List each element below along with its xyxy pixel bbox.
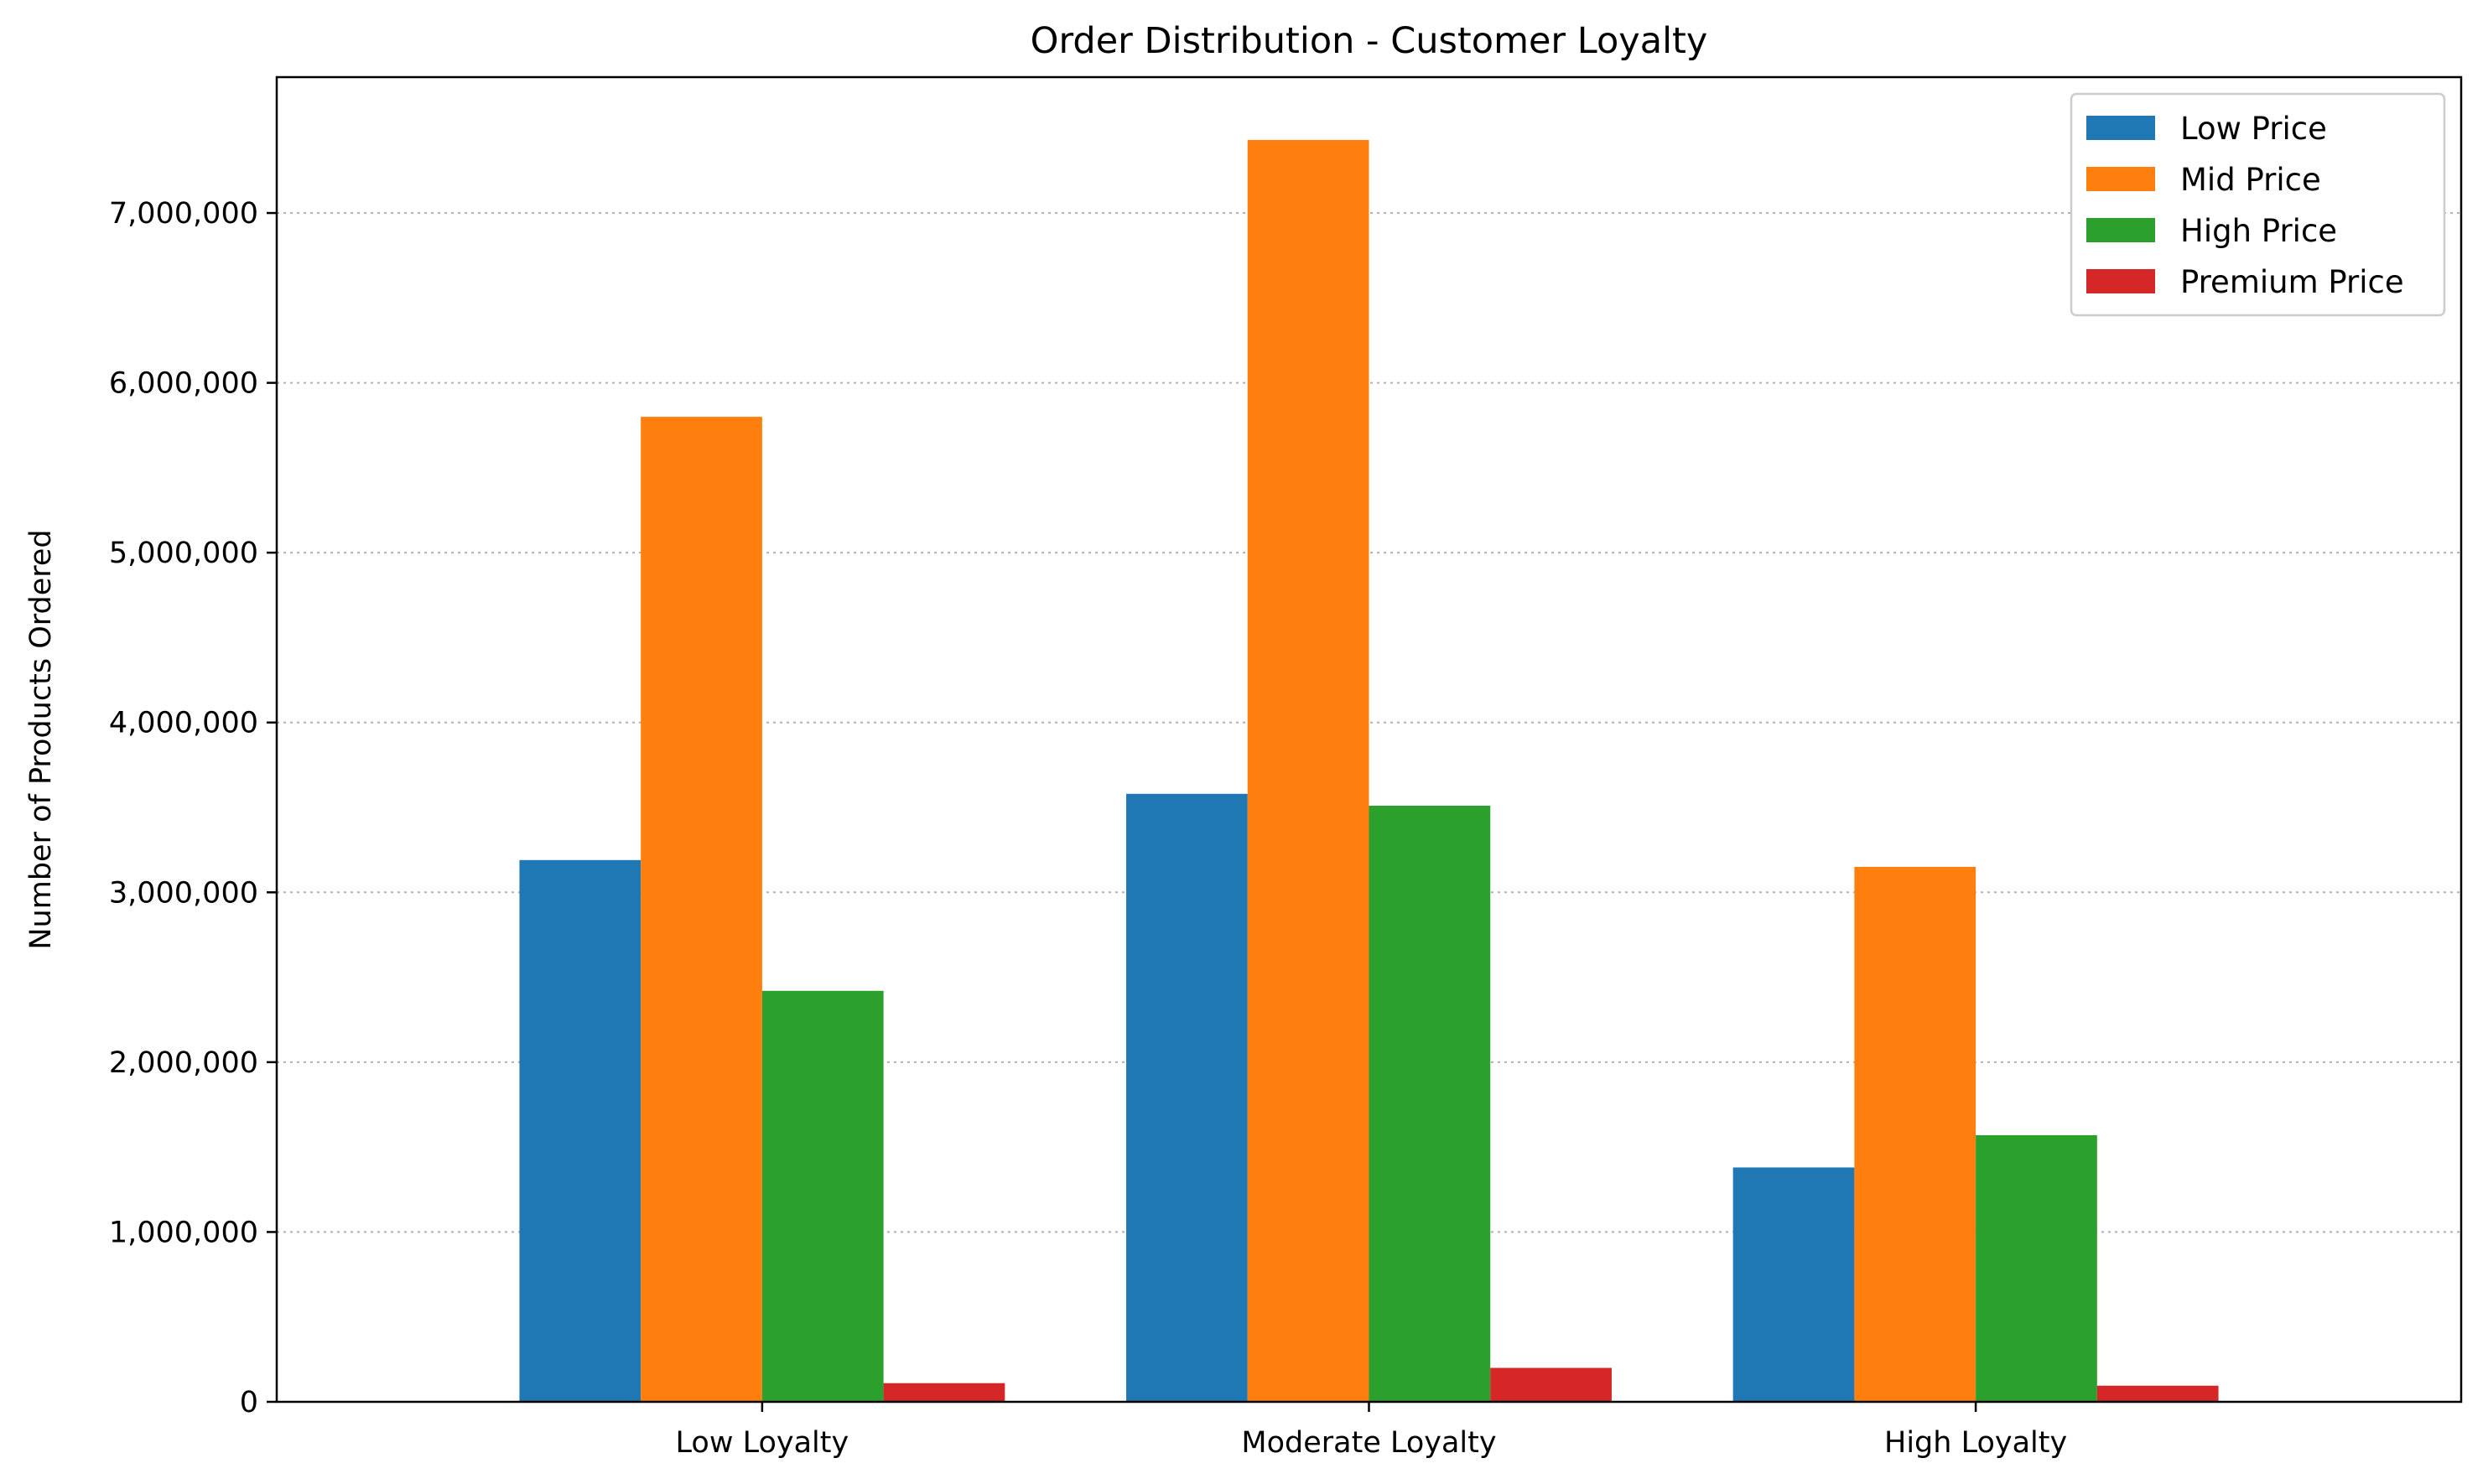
- bar-mid-price-moderate-loyalty: [1247, 139, 1369, 1402]
- bar-mid-price-high-loyalty: [1854, 866, 1976, 1402]
- bar-low-price-high-loyalty: [1732, 1167, 1855, 1402]
- bar-low-price-moderate-loyalty: [1126, 793, 1248, 1402]
- bar-high-price-moderate-loyalty: [1369, 806, 1491, 1402]
- y-axis-ticks: 0 1,000,000 2,000,000 3,000,000 4,000,000 5,0…: [109, 197, 277, 1419]
- y-tick-label: 7,000,000: [109, 197, 258, 231]
- bars: [519, 139, 2219, 1403]
- y-tick-label: 0: [240, 1386, 258, 1419]
- bar-low-price-low-loyalty: [519, 859, 641, 1402]
- y-tick-label: 1,000,000: [109, 1216, 258, 1249]
- y-tick-label: 4,000,000: [109, 707, 258, 740]
- legend-swatch: [2086, 167, 2155, 191]
- legend: Low Price Mid Price High Price Premium Pric…: [2070, 92, 2446, 317]
- y-tick-label: 3,000,000: [109, 876, 258, 910]
- bar-premium-price-moderate-loyalty: [1490, 1367, 1612, 1402]
- x-tick-label: Low Loyalty: [676, 1426, 849, 1460]
- bar-high-price-high-loyalty: [1976, 1134, 2097, 1402]
- x-tick-label: Moderate Loyalty: [1241, 1426, 1496, 1460]
- x-axis-ticks: Low Loyalty Moderate Loyalty High Loyalty: [676, 1402, 2067, 1460]
- bar-high-price-low-loyalty: [761, 990, 884, 1402]
- chart-title: Order Distribution - Customer Loyalty: [1031, 20, 1708, 62]
- y-tick-label: 6,000,000: [109, 367, 258, 401]
- legend-label: Premium Price: [2180, 264, 2404, 300]
- y-tick-label: 5,000,000: [109, 537, 258, 570]
- legend-label: Low Price: [2180, 111, 2327, 147]
- bar-premium-price-high-loyalty: [2096, 1385, 2219, 1402]
- bar-premium-price-low-loyalty: [883, 1383, 1005, 1402]
- legend-swatch: [2086, 218, 2155, 242]
- y-tick-label: 2,000,000: [109, 1046, 258, 1080]
- bar-mid-price-low-loyalty: [641, 417, 762, 1403]
- legend-swatch: [2086, 116, 2155, 140]
- legend-label: Mid Price: [2180, 162, 2321, 198]
- y-axis-label: Number of Products Ordered: [24, 529, 58, 949]
- x-tick-label: High Loyalty: [1884, 1426, 2067, 1460]
- legend-box: [2070, 92, 2446, 317]
- legend-label: High Price: [2180, 213, 2337, 249]
- legend-swatch: [2086, 269, 2155, 293]
